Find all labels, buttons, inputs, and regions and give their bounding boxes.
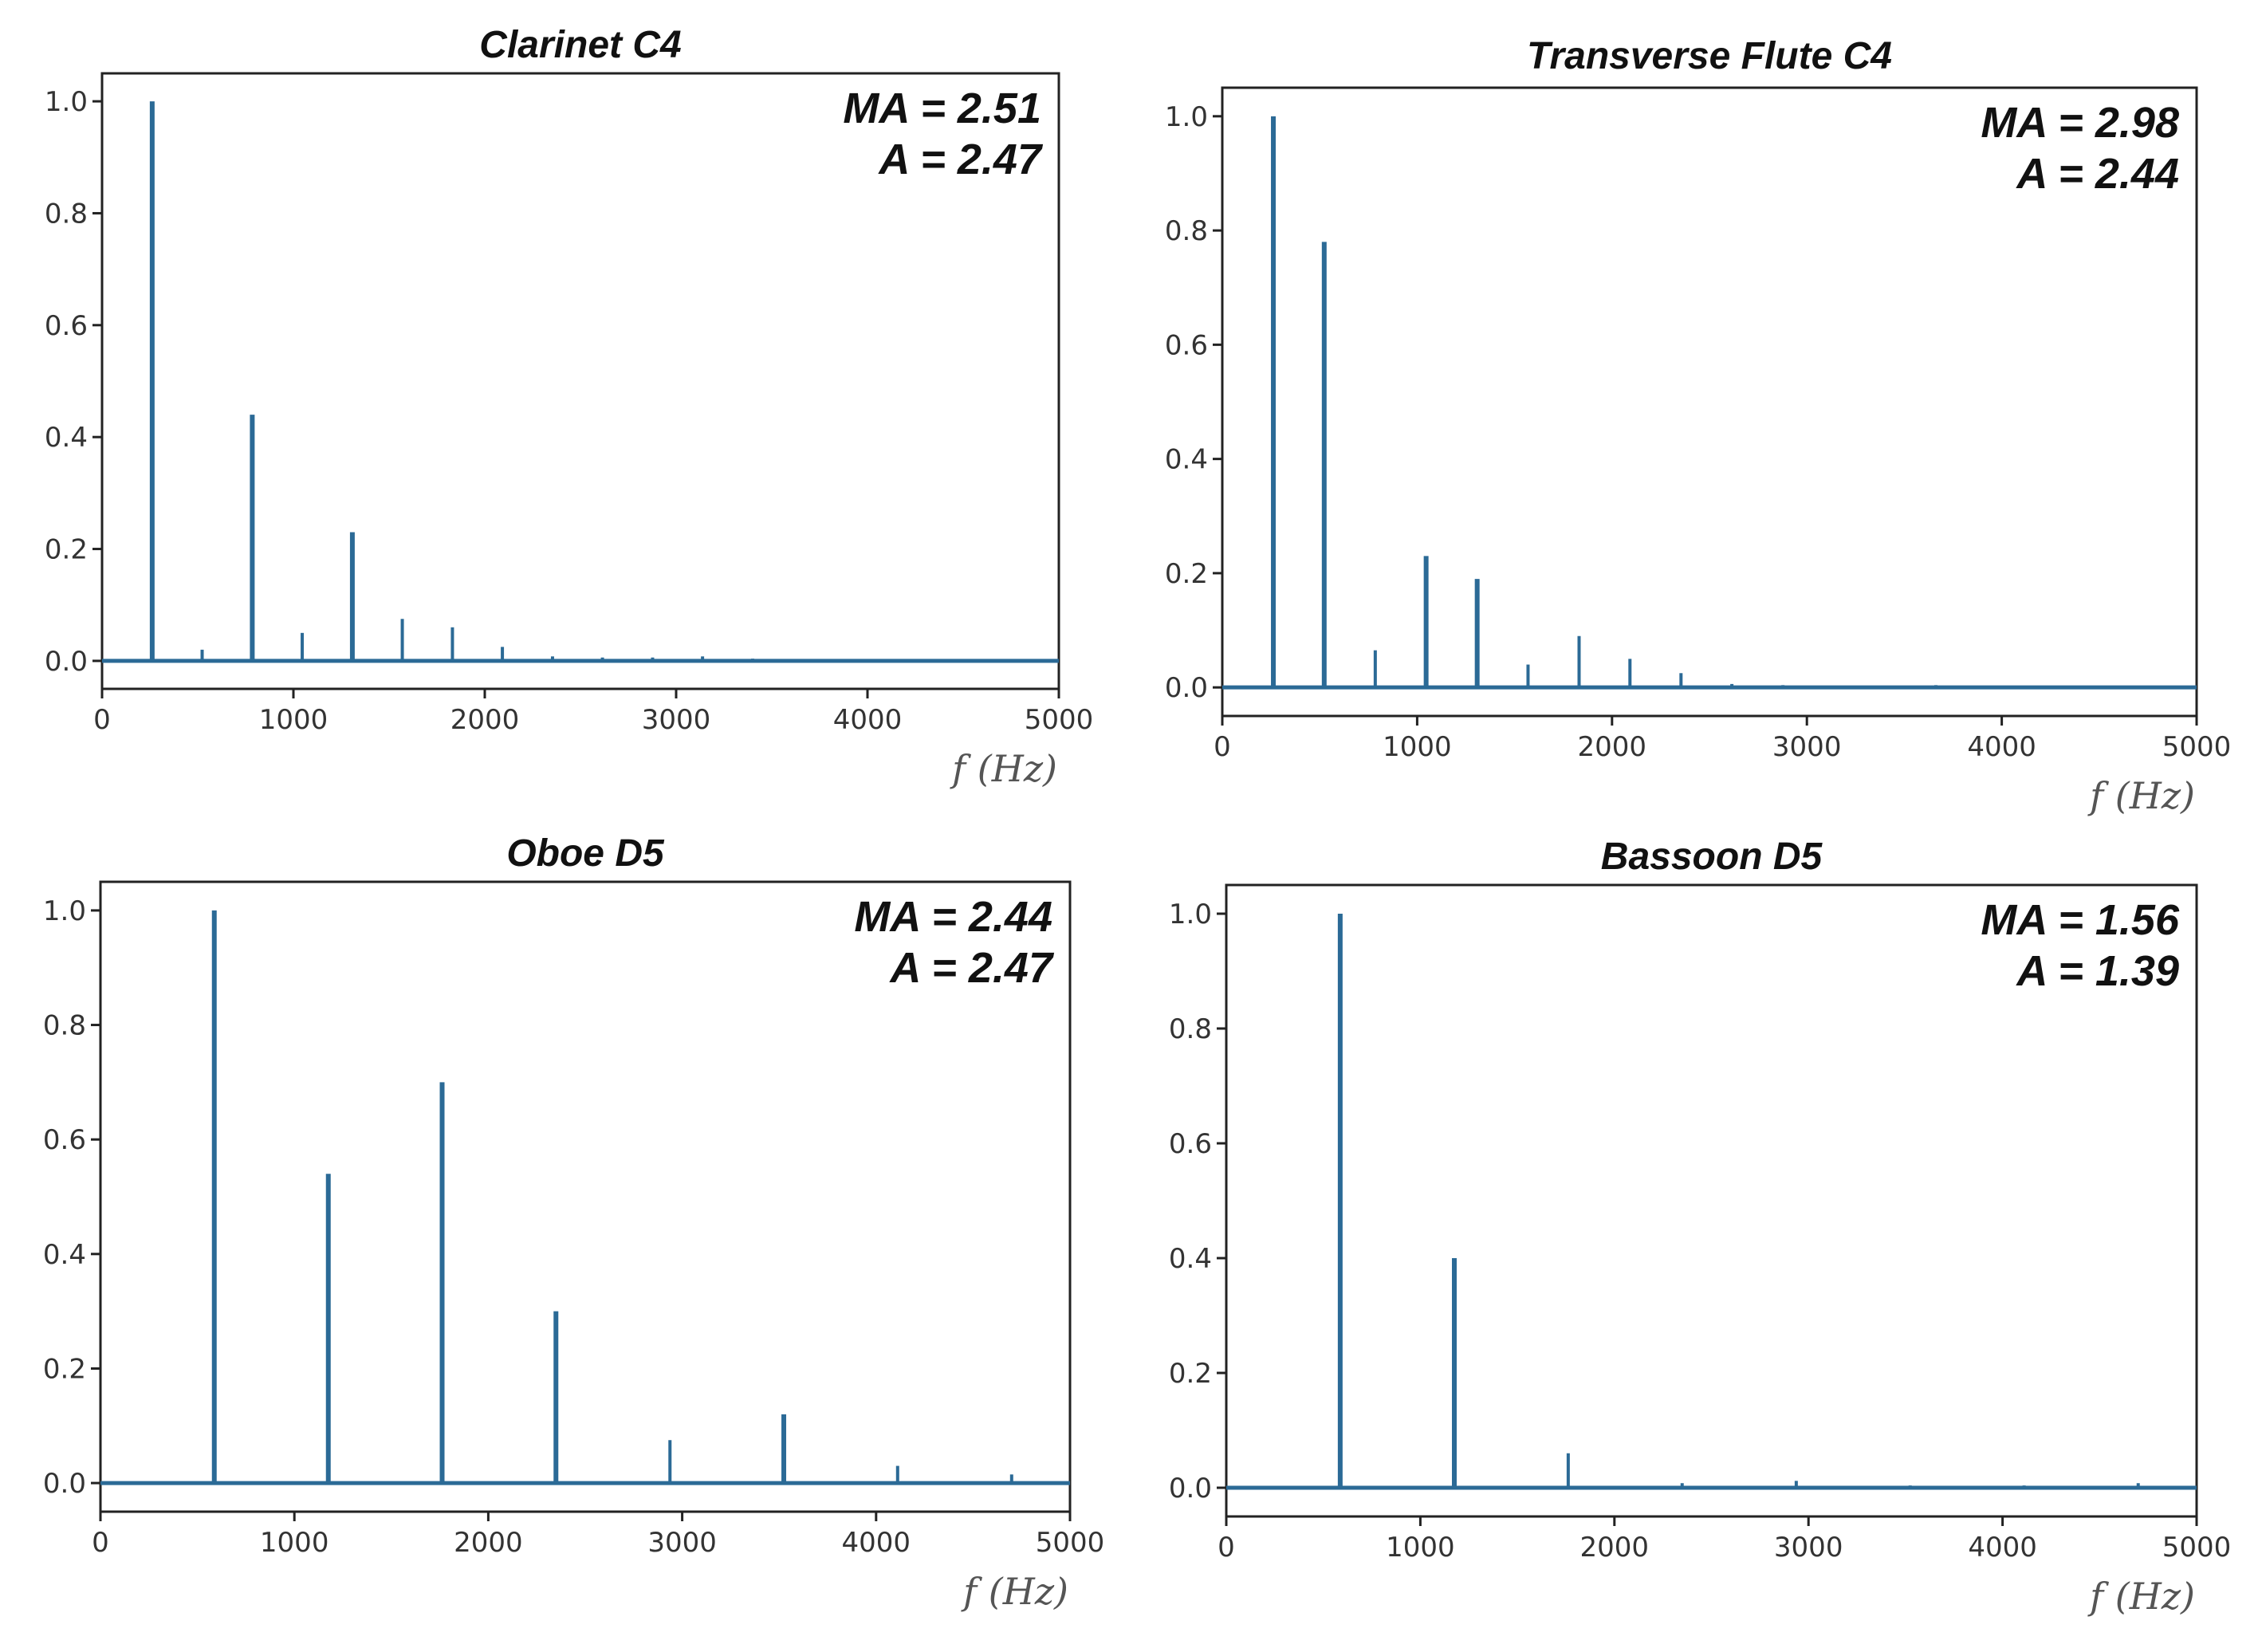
x-tick-label: 5000: [2162, 731, 2232, 763]
plot-frame: [100, 72, 1060, 690]
a-annotation: A = 2.47: [888, 944, 1055, 992]
x-tick-label: 0: [93, 704, 111, 736]
y-tick-label: 0.4: [45, 422, 88, 454]
x-tick-label: 1000: [260, 1527, 329, 1559]
x-axis-label: f (Hz): [2087, 774, 2195, 817]
x-tick-label: 0: [1218, 1532, 1235, 1564]
y-tick-label: 0.0: [45, 646, 88, 678]
chart-panel: Transverse Flute C4 0.0 0.2 0.4 0.6 0.8 1.0 0 10…: [1165, 35, 2231, 817]
x-tick-label: 1000: [1383, 731, 1452, 763]
plot-frame: [1221, 86, 2198, 718]
chart-panel: Bassoon D5 0.0 0.2 0.4 0.6 0.8 1.0 0 1000 2000 300…: [1169, 836, 2231, 1618]
x-tick-label: 2000: [1578, 731, 1647, 763]
chart-title: Bassoon D5: [1601, 836, 1823, 878]
x-tick-label: 0: [92, 1527, 109, 1559]
x-axis-label: f (Hz): [2087, 1575, 2195, 1618]
ma-annotation: MA = 2.44: [854, 893, 1052, 941]
y-tick-label: 0.0: [43, 1468, 86, 1500]
y-tick-label: 0.6: [1165, 329, 1208, 361]
y-tick-label: 0.0: [1169, 1473, 1212, 1504]
y-tick-label: 0.8: [1165, 215, 1208, 247]
x-tick-label: 5000: [1036, 1527, 1105, 1559]
y-tick-label: 1.0: [1169, 899, 1212, 930]
y-tick-label: 0.2: [45, 534, 88, 566]
y-tick-label: 0.8: [45, 198, 88, 230]
x-tick-label: 2000: [450, 704, 520, 736]
chart-panel: Oboe D5 0.0 0.2 0.4 0.6 0.8 1.0 0 1000 2000 3000 40…: [43, 832, 1104, 1613]
y-tick-label: 0.2: [1169, 1358, 1212, 1390]
x-tick-label: 3000: [1774, 1532, 1843, 1564]
x-tick-label: 2000: [454, 1527, 523, 1559]
y-tick-label: 0.2: [43, 1353, 86, 1385]
ma-annotation: MA = 1.56: [1981, 896, 2180, 944]
y-tick-label: 0.6: [43, 1124, 86, 1156]
a-annotation: A = 1.39: [2015, 947, 2179, 995]
chart-title: Oboe D5: [506, 832, 665, 875]
y-tick-label: 0.6: [1169, 1128, 1212, 1160]
x-axis-label: f (Hz): [961, 1570, 1068, 1613]
x-tick-label: 4000: [842, 1527, 911, 1559]
x-tick-label: 4000: [1968, 1532, 2037, 1564]
x-tick-label: 4000: [1967, 731, 2036, 763]
x-tick-label: 1000: [1386, 1532, 1455, 1564]
a-annotation: A = 2.47: [877, 136, 1044, 183]
chart-title: Transverse Flute C4: [1527, 35, 1892, 77]
y-tick-label: 1.0: [1165, 101, 1208, 133]
ma-annotation: MA = 2.98: [1981, 99, 2179, 147]
x-axis-label: f (Hz): [950, 747, 1057, 790]
x-tick-label: 2000: [1580, 1532, 1650, 1564]
y-tick-label: 0.4: [43, 1239, 86, 1271]
chart-title: Clarinet C4: [479, 24, 681, 66]
ma-annotation: MA = 2.51: [843, 85, 1041, 132]
y-tick-label: 1.0: [45, 86, 88, 118]
plot-frame: [1225, 883, 2198, 1518]
y-tick-label: 1.0: [43, 895, 86, 927]
y-tick-label: 0.8: [43, 1010, 86, 1042]
y-tick-label: 0.6: [45, 310, 88, 342]
x-tick-label: 3000: [647, 1527, 717, 1559]
plot-frame: [99, 880, 1072, 1513]
x-tick-label: 5000: [1025, 704, 1094, 736]
y-tick-label: 0.2: [1165, 558, 1208, 590]
y-tick-label: 0.0: [1165, 672, 1208, 704]
x-tick-label: 1000: [259, 704, 328, 736]
x-tick-label: 3000: [642, 704, 711, 736]
x-tick-label: 3000: [1772, 731, 1842, 763]
chart-panel: Clarinet C4 0.0 0.2 0.4 0.6 0.8 1.0 0 1000 2000 30…: [45, 24, 1093, 790]
x-tick-label: 5000: [2162, 1532, 2232, 1564]
x-tick-label: 4000: [833, 704, 903, 736]
y-tick-label: 0.4: [1165, 444, 1208, 476]
y-tick-label: 0.4: [1169, 1243, 1212, 1275]
x-tick-label: 0: [1214, 731, 1231, 763]
a-annotation: A = 2.44: [2015, 150, 2179, 198]
y-tick-label: 0.8: [1169, 1013, 1212, 1045]
